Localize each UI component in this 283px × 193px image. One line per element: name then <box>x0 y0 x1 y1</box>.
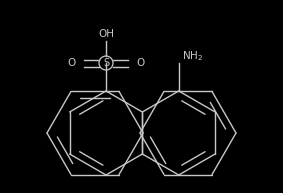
Text: O: O <box>68 58 76 68</box>
Text: NH$_2$: NH$_2$ <box>182 49 203 63</box>
Text: OH: OH <box>98 29 114 39</box>
Text: S: S <box>103 58 109 68</box>
Text: O: O <box>136 58 144 68</box>
